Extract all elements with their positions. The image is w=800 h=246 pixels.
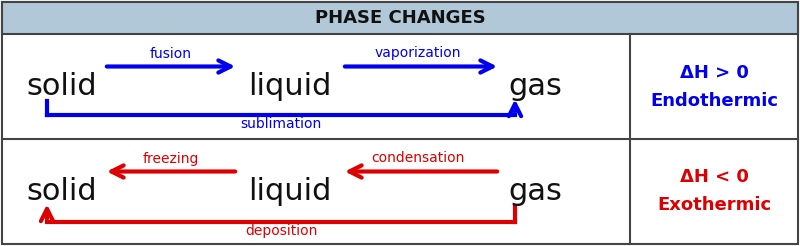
Text: freezing: freezing bbox=[143, 152, 199, 166]
Text: liquid: liquid bbox=[248, 177, 332, 206]
Text: solid: solid bbox=[26, 177, 98, 206]
Text: sublimation: sublimation bbox=[240, 118, 322, 132]
Text: condensation: condensation bbox=[371, 152, 464, 166]
Text: vaporization: vaporization bbox=[374, 46, 461, 61]
Text: deposition: deposition bbox=[245, 225, 317, 239]
Text: Endothermic: Endothermic bbox=[650, 92, 778, 109]
Text: Exothermic: Exothermic bbox=[657, 197, 771, 215]
Text: fusion: fusion bbox=[150, 46, 192, 61]
Text: gas: gas bbox=[508, 72, 562, 101]
Text: liquid: liquid bbox=[248, 72, 332, 101]
Bar bbox=[2, 2, 798, 34]
Text: PHASE CHANGES: PHASE CHANGES bbox=[314, 9, 486, 27]
Text: solid: solid bbox=[26, 72, 98, 101]
Text: ΔH < 0: ΔH < 0 bbox=[679, 169, 749, 186]
Text: ΔH > 0: ΔH > 0 bbox=[679, 63, 749, 81]
Text: gas: gas bbox=[508, 177, 562, 206]
